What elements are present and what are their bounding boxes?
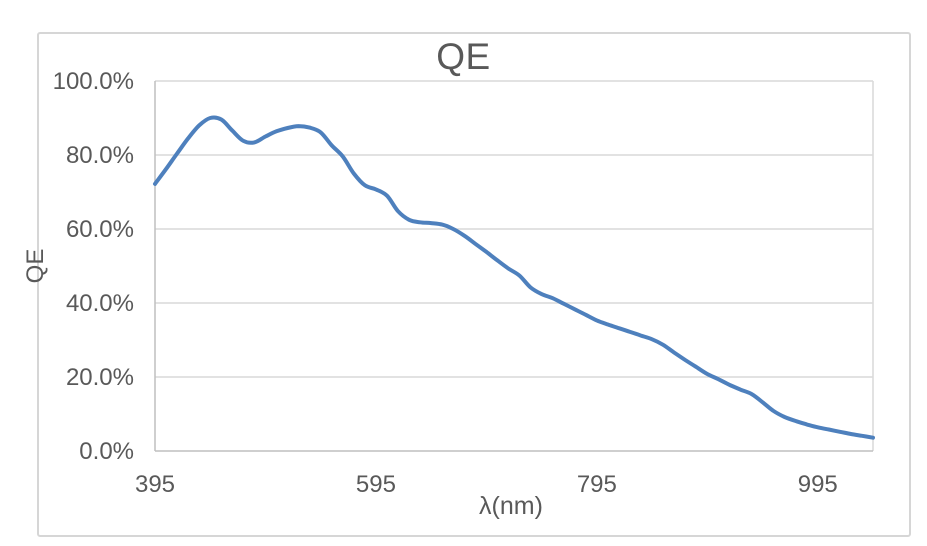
y-tick-label: 80.0% (66, 142, 134, 169)
x-axis-title: λ(nm) (479, 492, 543, 520)
x-tick-label: 995 (798, 471, 838, 498)
y-axis-title: QE (22, 248, 49, 284)
chart-frame (37, 32, 911, 537)
x-tick-label: 395 (135, 471, 175, 498)
x-tick-label: 795 (577, 471, 617, 498)
y-tick-label: 60.0% (66, 216, 134, 243)
y-tick-label: 20.0% (66, 364, 134, 391)
y-tick-label: 100.0% (53, 68, 134, 95)
y-tick-label: 0.0% (79, 438, 134, 465)
chart-title: QE (436, 36, 491, 77)
qe-line-series (153, 115, 875, 440)
y-tick-label: 40.0% (66, 290, 134, 317)
x-tick-label: 595 (356, 471, 396, 498)
